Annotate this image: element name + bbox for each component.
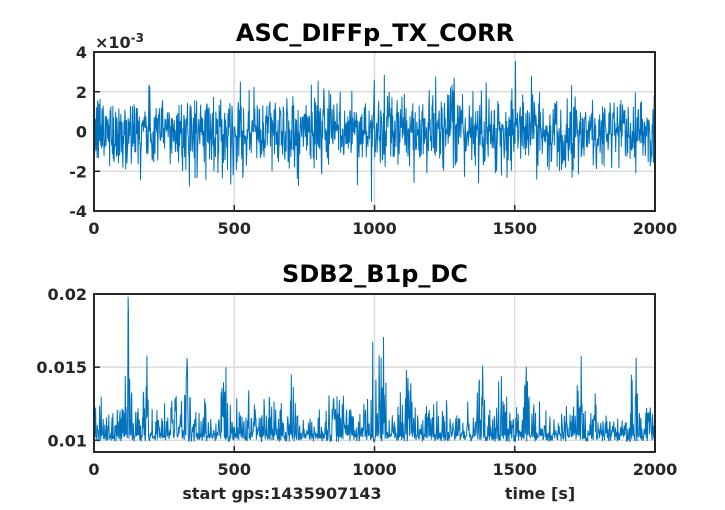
x-tick-label: 1000 (352, 219, 397, 238)
y-tick-label: 0.02 (48, 285, 87, 304)
panel-sdb2-b1p: SDB2_B1p_DC 0.01 0.015 0.02 0 500 1000 1500 20… (36, 260, 677, 479)
x-tick-label: 500 (218, 219, 251, 238)
y-tick-label: -4 (69, 202, 87, 221)
series-line (93, 296, 656, 443)
y-tick-labels: -4 -2 0 2 4 (69, 43, 87, 221)
x-tick-label: 500 (218, 460, 251, 479)
y-tick-label: 0.015 (36, 358, 87, 377)
series-line (93, 61, 656, 202)
start-gps-label: start gps:1435907143 (182, 484, 381, 503)
x-tick-label: 1500 (492, 219, 537, 238)
y-tick-label: 4 (76, 43, 87, 62)
y-tick-labels: 0.01 0.015 0.02 (36, 285, 87, 450)
y-tick-label: 2 (76, 83, 87, 102)
x-axis-label: time [s] (505, 484, 575, 503)
x-tick-label: 1500 (492, 460, 537, 479)
y-exponent-label: ×10-3 (95, 31, 144, 52)
chart-title: SDB2_B1p_DC (282, 260, 468, 288)
y-tick-label: 0 (76, 123, 87, 142)
y-tick-label: -2 (69, 162, 87, 181)
x-tick-labels: 0 500 1000 1500 2000 (88, 219, 677, 238)
x-tick-label: 0 (88, 460, 99, 479)
x-tick-label: 2000 (633, 460, 678, 479)
x-tick-label: 2000 (633, 219, 678, 238)
panel-asc-diffp: ASC_DIFFp_TX_CORR -4 -2 0 2 4 0 500 1000 1500 20… (69, 19, 677, 238)
y-tick-label: 0.01 (48, 431, 87, 450)
axes-frame (93, 293, 656, 453)
chart-title: ASC_DIFFp_TX_CORR (236, 19, 514, 47)
series-line-path (93, 296, 656, 443)
x-tick-label: 1000 (352, 460, 397, 479)
series-line-path (93, 61, 656, 202)
x-tick-label: 0 (88, 219, 99, 238)
x-tick-labels: 0 500 1000 1500 2000 (88, 460, 677, 479)
axes-frame (93, 51, 656, 212)
